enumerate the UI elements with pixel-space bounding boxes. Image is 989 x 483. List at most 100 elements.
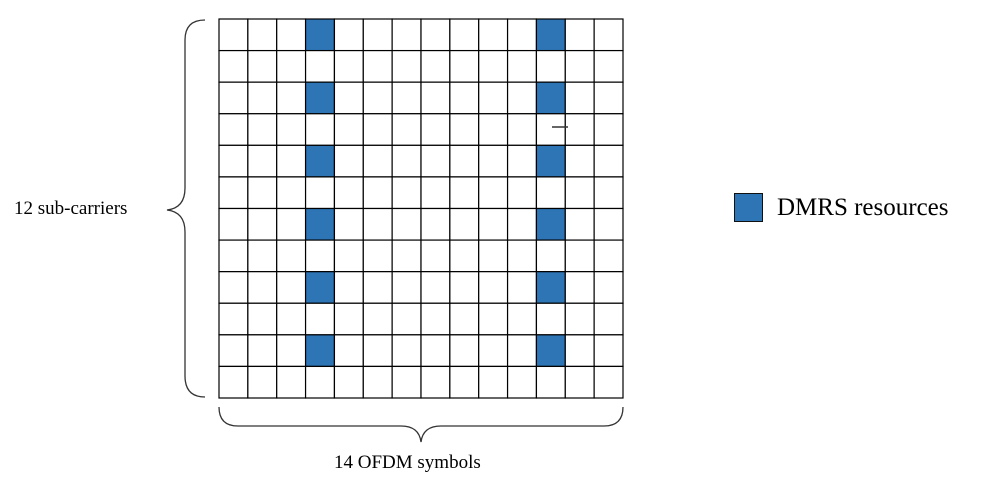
resource-element: [479, 82, 508, 114]
resource-element: [392, 19, 421, 51]
resource-element: [334, 272, 363, 304]
resource-element: [277, 82, 306, 114]
resource-element: [392, 209, 421, 241]
resource-element: [479, 145, 508, 177]
resource-element: [508, 19, 537, 51]
resource-element: [594, 366, 623, 398]
resource-element: [594, 145, 623, 177]
resource-element: [363, 272, 392, 304]
resource-element: [594, 177, 623, 209]
resource-element: [536, 51, 565, 83]
ofdm-symbols-label: 14 OFDM symbols: [334, 452, 481, 474]
resource-element: [363, 19, 392, 51]
resource-element: [508, 51, 537, 83]
resource-element: [363, 240, 392, 272]
resource-element: [421, 272, 450, 304]
resource-element: [363, 145, 392, 177]
resource-element: [594, 19, 623, 51]
resource-element: [363, 209, 392, 241]
resource-element: [392, 145, 421, 177]
resource-element: [421, 366, 450, 398]
resource-element: [508, 145, 537, 177]
resource-element: [248, 145, 277, 177]
resource-element: [306, 240, 335, 272]
resource-element: [450, 272, 479, 304]
resource-element: [479, 51, 508, 83]
resource-element: [248, 209, 277, 241]
resource-element: [392, 114, 421, 146]
resource-element: [479, 114, 508, 146]
resource-element: [219, 177, 248, 209]
resource-element: [306, 177, 335, 209]
resource-element: [594, 51, 623, 83]
resource-element: [508, 366, 537, 398]
resource-element: [219, 240, 248, 272]
resource-element: [450, 177, 479, 209]
resource-element: [594, 114, 623, 146]
resource-element: [508, 177, 537, 209]
resource-element: [421, 240, 450, 272]
resource-element: [392, 272, 421, 304]
resource-grid: [219, 19, 623, 398]
resource-element: [392, 177, 421, 209]
resource-element: [508, 272, 537, 304]
resource-element: [219, 303, 248, 335]
resource-element: [536, 303, 565, 335]
resource-element: [594, 303, 623, 335]
resource-element: [277, 209, 306, 241]
resource-element: [565, 19, 594, 51]
resource-element: [421, 177, 450, 209]
resource-element: [421, 114, 450, 146]
resource-element: [421, 19, 450, 51]
resource-element: [450, 145, 479, 177]
resource-element: [334, 177, 363, 209]
resource-element: [450, 19, 479, 51]
resource-element: [363, 366, 392, 398]
legend-label: DMRS resources: [777, 194, 949, 222]
resource-element: [565, 272, 594, 304]
resource-element: [450, 240, 479, 272]
resource-element: [248, 82, 277, 114]
resource-element: [479, 303, 508, 335]
dmrs-resource-element: [536, 272, 565, 304]
resource-element: [508, 82, 537, 114]
resource-element: [277, 177, 306, 209]
resource-element: [334, 145, 363, 177]
resource-element: [565, 145, 594, 177]
resource-element: [334, 335, 363, 367]
resource-element: [508, 303, 537, 335]
resource-element: [219, 335, 248, 367]
resource-element: [277, 114, 306, 146]
resource-element: [392, 51, 421, 83]
resource-element: [392, 366, 421, 398]
resource-element: [565, 209, 594, 241]
resource-element: [565, 177, 594, 209]
resource-element: [219, 19, 248, 51]
resource-element: [334, 19, 363, 51]
resource-element: [219, 114, 248, 146]
resource-element: [450, 51, 479, 83]
resource-element: [565, 114, 594, 146]
dmrs-resource-element: [306, 19, 335, 51]
resource-element: [450, 366, 479, 398]
resource-element: [421, 209, 450, 241]
resource-element: [306, 114, 335, 146]
resource-element: [421, 335, 450, 367]
resource-element: [594, 209, 623, 241]
resource-element: [479, 335, 508, 367]
dmrs-resource-element: [306, 82, 335, 114]
resource-element: [248, 366, 277, 398]
resource-element: [508, 240, 537, 272]
resource-element: [450, 114, 479, 146]
resource-element: [219, 82, 248, 114]
dmrs-resource-element: [306, 209, 335, 241]
resource-element: [277, 272, 306, 304]
resource-element: [248, 114, 277, 146]
dmrs-resource-element: [536, 145, 565, 177]
resource-element: [334, 366, 363, 398]
legend-swatch-dmrs: [734, 193, 763, 222]
resource-element: [479, 272, 508, 304]
subcarrier-brace: [167, 20, 205, 397]
resource-element: [450, 209, 479, 241]
